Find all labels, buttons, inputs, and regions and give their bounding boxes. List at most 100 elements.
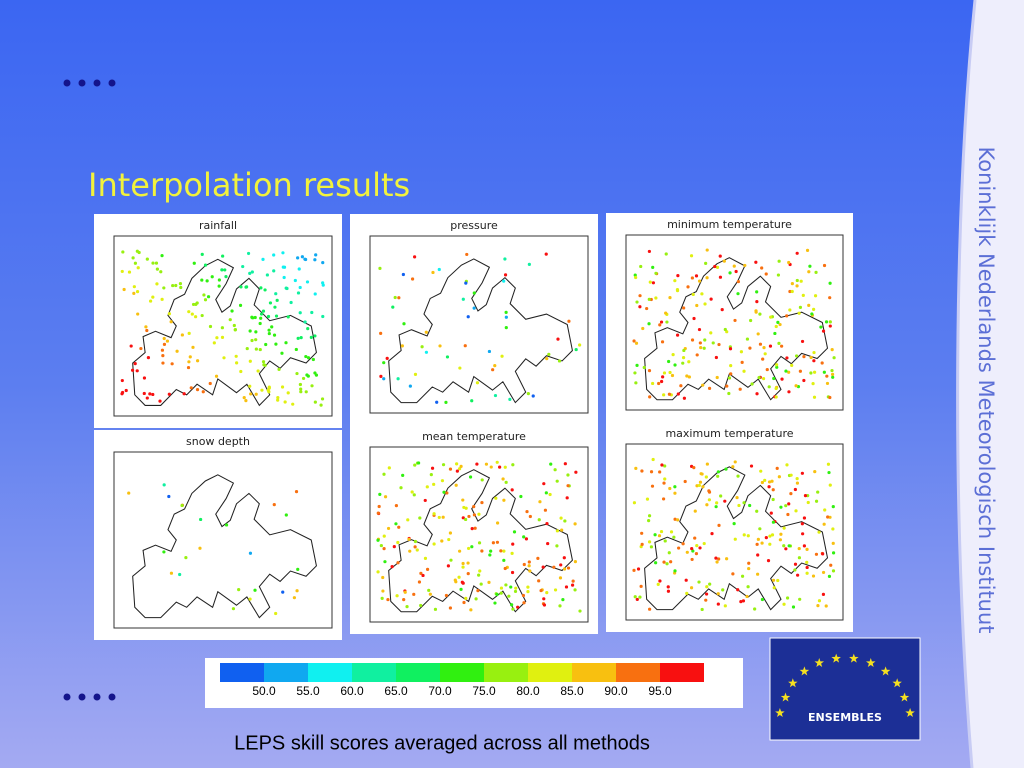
map-dot <box>638 294 642 298</box>
map-dot <box>658 323 662 327</box>
map-dot <box>248 359 252 363</box>
map-dot <box>165 339 170 343</box>
map-dot <box>715 265 720 269</box>
map-dot <box>705 462 709 466</box>
panel-bg <box>606 422 853 632</box>
map-dot <box>235 361 239 365</box>
map-dot <box>578 343 582 347</box>
map-dot <box>795 278 799 283</box>
map-dot <box>230 309 234 313</box>
map-dot <box>489 465 493 469</box>
map-dot <box>653 533 657 537</box>
map-dot <box>777 259 781 263</box>
map-dot <box>727 391 731 396</box>
map-dot <box>224 523 229 527</box>
map-dot <box>298 382 302 387</box>
map-dot <box>704 592 709 596</box>
map-dot <box>396 377 400 381</box>
map-dot <box>797 311 801 315</box>
map-dot <box>562 556 566 560</box>
map-dot <box>448 606 453 610</box>
map-dot <box>162 483 166 487</box>
map-dot <box>647 297 651 301</box>
colorbar-swatch <box>440 663 484 682</box>
map-dot <box>805 547 809 551</box>
map-dot <box>522 562 526 567</box>
map-dot <box>812 370 817 374</box>
map-dot <box>313 334 317 338</box>
map-dot <box>795 284 799 288</box>
map-dot <box>461 561 465 566</box>
star <box>849 653 859 663</box>
map-dot <box>675 288 680 293</box>
map-dot <box>739 600 743 604</box>
map-dot <box>120 378 124 383</box>
map-dot <box>662 481 666 485</box>
map-dot <box>461 565 465 569</box>
map-dot <box>668 370 672 375</box>
map-dot <box>459 587 463 591</box>
map-dot <box>704 261 708 265</box>
map-dot <box>467 514 471 519</box>
map-dot <box>682 396 686 400</box>
map-dot <box>632 339 636 343</box>
map-dot <box>691 549 695 553</box>
map-dot <box>553 588 558 592</box>
map-dot <box>769 315 773 319</box>
map-dot <box>560 528 564 532</box>
map-panel: minimum temperature <box>606 213 853 422</box>
map-dot <box>767 385 771 389</box>
map-dot <box>241 264 245 269</box>
map-dot <box>661 497 666 501</box>
map-dot <box>487 349 492 354</box>
map-dot <box>195 388 200 392</box>
map-dot <box>558 604 562 608</box>
map-dot <box>542 597 546 601</box>
map-dot <box>649 545 653 549</box>
map-dot <box>658 470 662 474</box>
map-dot <box>417 580 422 584</box>
map-dot <box>378 266 382 271</box>
map-dot <box>732 522 736 526</box>
map-dot <box>539 588 543 593</box>
map-dot <box>480 500 484 505</box>
map-dot <box>491 368 495 372</box>
map-dot <box>399 486 403 490</box>
star <box>899 692 910 702</box>
map-dot <box>441 515 445 519</box>
map-dot <box>321 261 325 265</box>
map-dot <box>239 285 243 289</box>
map-dot <box>465 252 469 257</box>
map-dot <box>200 313 204 318</box>
map-dot <box>178 572 182 577</box>
map-dot <box>720 308 724 312</box>
map-dot <box>702 541 706 546</box>
map-dot <box>778 538 782 542</box>
map-dot <box>667 551 671 555</box>
map-dot <box>254 347 258 351</box>
map-dot <box>789 491 793 496</box>
map-dot <box>390 565 394 569</box>
map-dot <box>282 275 286 280</box>
map-dot <box>381 575 385 580</box>
map-dot <box>647 514 652 518</box>
map-dot <box>779 505 783 509</box>
map-dot <box>267 386 271 390</box>
map-dot <box>634 275 638 280</box>
map-dot <box>220 326 224 330</box>
map-dot <box>421 573 425 578</box>
map-dot <box>420 345 424 349</box>
map-dot <box>502 498 506 502</box>
map-dot <box>824 604 828 608</box>
map-dot <box>787 370 791 374</box>
map-dot <box>714 355 718 360</box>
map-dot <box>120 390 125 395</box>
map-dot <box>273 305 277 309</box>
map-dot <box>807 270 811 274</box>
map-dot <box>822 370 826 374</box>
map-dot <box>555 544 559 548</box>
map-dot <box>137 250 141 255</box>
map-dot <box>435 400 439 404</box>
map-dot <box>461 581 465 585</box>
colorbar-label: 50.0 <box>252 684 276 698</box>
